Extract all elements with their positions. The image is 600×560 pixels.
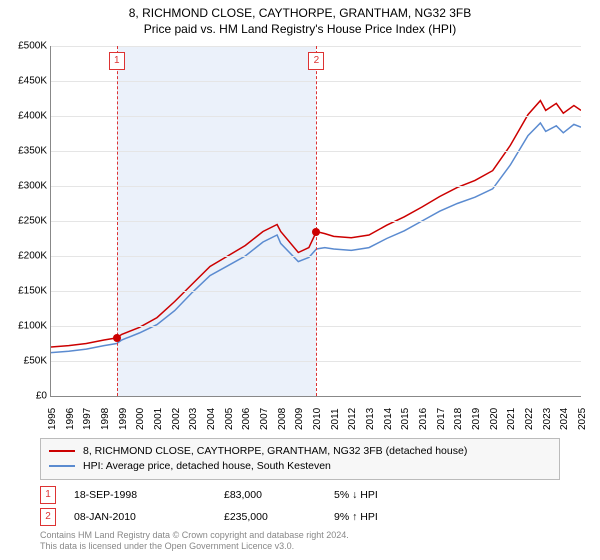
x-tick-label: 2008 — [277, 408, 288, 430]
x-tick-label: 2002 — [171, 408, 182, 430]
x-tick-label: 2012 — [347, 408, 358, 430]
title-line-1: 8, RICHMOND CLOSE, CAYTHORPE, GRANTHAM, … — [0, 6, 600, 22]
x-tick-label: 1997 — [82, 408, 93, 430]
event-flag: 2 — [308, 52, 324, 70]
annotation-pct: 9% ↑ HPI — [334, 511, 378, 523]
x-tick-label: 2015 — [400, 408, 411, 430]
annotation-flag: 2 — [40, 508, 56, 526]
annotation-block: 1 18-SEP-1998 £83,000 5% ↓ HPI 2 08-JAN-… — [40, 486, 560, 530]
y-tick-label: £200K — [18, 251, 51, 262]
x-tick-label: 2006 — [241, 408, 252, 430]
x-tick-label: 2017 — [436, 408, 447, 430]
x-tick-label: 2019 — [471, 408, 482, 430]
event-line — [316, 46, 317, 396]
x-tick-label: 2018 — [453, 408, 464, 430]
legend-row: 8, RICHMOND CLOSE, CAYTHORPE, GRANTHAM, … — [49, 445, 551, 457]
x-tick-label: 2011 — [330, 408, 341, 430]
x-tick-label: 2004 — [206, 408, 217, 430]
x-tick-label: 2001 — [153, 408, 164, 430]
y-tick-label: £500K — [18, 41, 51, 52]
annotation-price: £235,000 — [224, 511, 334, 523]
x-tick-label: 2009 — [294, 408, 305, 430]
annotation-date: 18-SEP-1998 — [74, 489, 224, 501]
x-tick-label: 1996 — [65, 408, 76, 430]
y-tick-label: £100K — [18, 321, 51, 332]
annotation-row: 1 18-SEP-1998 £83,000 5% ↓ HPI — [40, 486, 560, 504]
title-block: 8, RICHMOND CLOSE, CAYTHORPE, GRANTHAM, … — [0, 0, 600, 37]
event-dot — [312, 228, 320, 236]
title-line-2: Price paid vs. HM Land Registry's House … — [0, 22, 600, 38]
event-line — [117, 46, 118, 396]
x-tick-label: 2003 — [188, 408, 199, 430]
event-flag: 1 — [109, 52, 125, 70]
footer-line-1: Contains HM Land Registry data © Crown c… — [40, 530, 560, 541]
x-tick-label: 2005 — [224, 408, 235, 430]
legend-label: 8, RICHMOND CLOSE, CAYTHORPE, GRANTHAM, … — [83, 445, 467, 457]
annotation-flag: 1 — [40, 486, 56, 504]
y-tick-label: £350K — [18, 146, 51, 157]
annotation-date: 08-JAN-2010 — [74, 511, 224, 523]
footer: Contains HM Land Registry data © Crown c… — [40, 530, 560, 553]
x-tick-label: 2007 — [259, 408, 270, 430]
x-tick-label: 2021 — [506, 408, 517, 430]
x-tick-label: 1999 — [118, 408, 129, 430]
y-tick-label: £300K — [18, 181, 51, 192]
x-tick-label: 2025 — [577, 408, 588, 430]
footer-line-2: This data is licensed under the Open Gov… — [40, 541, 560, 552]
x-tick-label: 2014 — [383, 408, 394, 430]
x-tick-label: 2022 — [524, 408, 535, 430]
x-tick-label: 2023 — [542, 408, 553, 430]
annotation-pct: 5% ↓ HPI — [334, 489, 378, 501]
x-tick-label: 1995 — [47, 408, 58, 430]
x-tick-label: 2024 — [559, 408, 570, 430]
x-tick-label: 2016 — [418, 408, 429, 430]
y-tick-label: £250K — [18, 216, 51, 227]
legend-row: HPI: Average price, detached house, Sout… — [49, 460, 551, 472]
y-tick-label: £400K — [18, 111, 51, 122]
annotation-price: £83,000 — [224, 489, 334, 501]
legend-swatch — [49, 450, 75, 452]
x-tick-label: 2010 — [312, 408, 323, 430]
y-tick-label: £450K — [18, 76, 51, 87]
x-tick-label: 2013 — [365, 408, 376, 430]
event-dot — [113, 334, 121, 342]
y-tick-label: £150K — [18, 286, 51, 297]
chart-container: 8, RICHMOND CLOSE, CAYTHORPE, GRANTHAM, … — [0, 0, 600, 560]
legend-label: HPI: Average price, detached house, Sout… — [83, 460, 331, 472]
x-tick-label: 1998 — [100, 408, 111, 430]
legend-swatch — [49, 465, 75, 467]
chart-plot-area: £0£50K£100K£150K£200K£250K£300K£350K£400… — [50, 46, 581, 397]
y-tick-label: £0 — [36, 391, 51, 402]
annotation-row: 2 08-JAN-2010 £235,000 9% ↑ HPI — [40, 508, 560, 526]
x-tick-label: 2000 — [135, 408, 146, 430]
x-tick-label: 2020 — [489, 408, 500, 430]
legend-box: 8, RICHMOND CLOSE, CAYTHORPE, GRANTHAM, … — [40, 438, 560, 480]
y-tick-label: £50K — [24, 356, 51, 367]
